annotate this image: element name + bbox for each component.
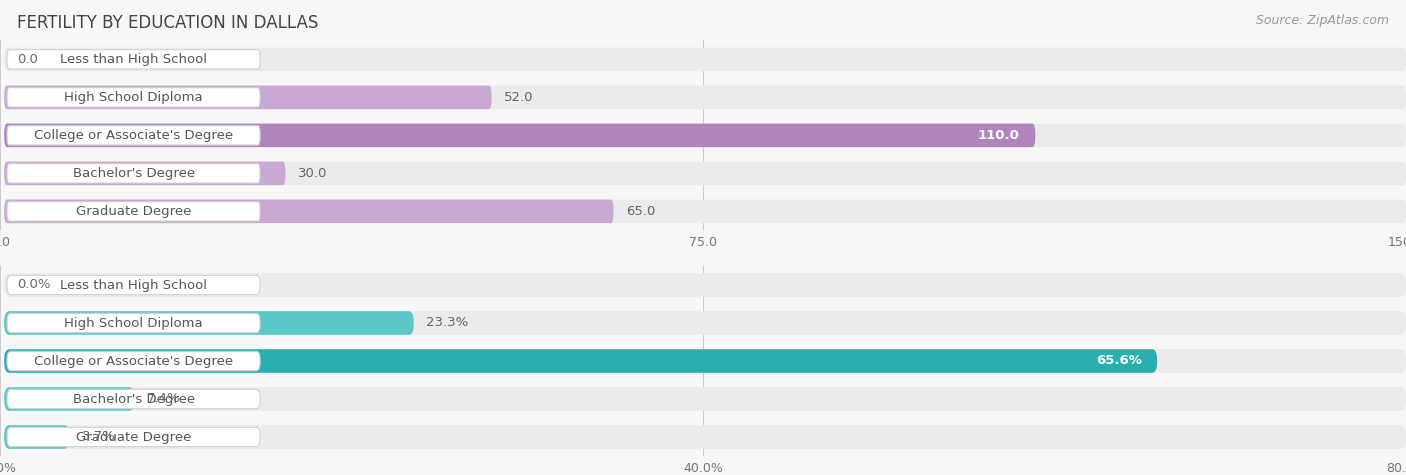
FancyBboxPatch shape bbox=[4, 200, 1406, 223]
FancyBboxPatch shape bbox=[4, 349, 1157, 373]
Text: 7.4%: 7.4% bbox=[146, 392, 180, 406]
Text: Bachelor's Degree: Bachelor's Degree bbox=[73, 392, 194, 406]
FancyBboxPatch shape bbox=[4, 48, 1406, 71]
FancyBboxPatch shape bbox=[4, 86, 492, 109]
FancyBboxPatch shape bbox=[7, 164, 260, 183]
FancyBboxPatch shape bbox=[4, 124, 1035, 147]
Text: FERTILITY BY EDUCATION IN DALLAS: FERTILITY BY EDUCATION IN DALLAS bbox=[17, 14, 318, 32]
Text: Graduate Degree: Graduate Degree bbox=[76, 430, 191, 444]
Text: 3.7%: 3.7% bbox=[82, 430, 115, 444]
Text: College or Associate's Degree: College or Associate's Degree bbox=[34, 129, 233, 142]
FancyBboxPatch shape bbox=[4, 124, 1406, 147]
Text: 30.0: 30.0 bbox=[298, 167, 328, 180]
Text: 0.0: 0.0 bbox=[17, 53, 38, 66]
Text: Source: ZipAtlas.com: Source: ZipAtlas.com bbox=[1256, 14, 1389, 27]
FancyBboxPatch shape bbox=[7, 202, 260, 221]
Text: High School Diploma: High School Diploma bbox=[65, 91, 202, 104]
Text: College or Associate's Degree: College or Associate's Degree bbox=[34, 354, 233, 368]
FancyBboxPatch shape bbox=[4, 425, 1406, 449]
Text: High School Diploma: High School Diploma bbox=[65, 316, 202, 330]
Text: 65.6%: 65.6% bbox=[1095, 354, 1142, 368]
FancyBboxPatch shape bbox=[7, 126, 260, 145]
Text: Bachelor's Degree: Bachelor's Degree bbox=[73, 167, 194, 180]
Text: 23.3%: 23.3% bbox=[426, 316, 468, 330]
FancyBboxPatch shape bbox=[4, 311, 413, 335]
FancyBboxPatch shape bbox=[7, 276, 260, 294]
Text: Less than High School: Less than High School bbox=[60, 53, 207, 66]
FancyBboxPatch shape bbox=[4, 387, 1406, 411]
FancyBboxPatch shape bbox=[4, 200, 613, 223]
FancyBboxPatch shape bbox=[4, 349, 1406, 373]
FancyBboxPatch shape bbox=[7, 390, 260, 408]
Text: 110.0: 110.0 bbox=[979, 129, 1019, 142]
Text: Less than High School: Less than High School bbox=[60, 278, 207, 292]
FancyBboxPatch shape bbox=[4, 425, 69, 449]
Text: 65.0: 65.0 bbox=[626, 205, 655, 218]
FancyBboxPatch shape bbox=[7, 352, 260, 370]
FancyBboxPatch shape bbox=[7, 88, 260, 107]
FancyBboxPatch shape bbox=[4, 311, 1406, 335]
FancyBboxPatch shape bbox=[4, 273, 1406, 297]
Text: 52.0: 52.0 bbox=[505, 91, 534, 104]
FancyBboxPatch shape bbox=[7, 314, 260, 332]
FancyBboxPatch shape bbox=[4, 162, 285, 185]
FancyBboxPatch shape bbox=[4, 162, 1406, 185]
Text: 0.0%: 0.0% bbox=[17, 278, 51, 292]
Text: Graduate Degree: Graduate Degree bbox=[76, 205, 191, 218]
FancyBboxPatch shape bbox=[4, 86, 1406, 109]
FancyBboxPatch shape bbox=[7, 428, 260, 446]
FancyBboxPatch shape bbox=[4, 387, 135, 411]
FancyBboxPatch shape bbox=[7, 50, 260, 69]
